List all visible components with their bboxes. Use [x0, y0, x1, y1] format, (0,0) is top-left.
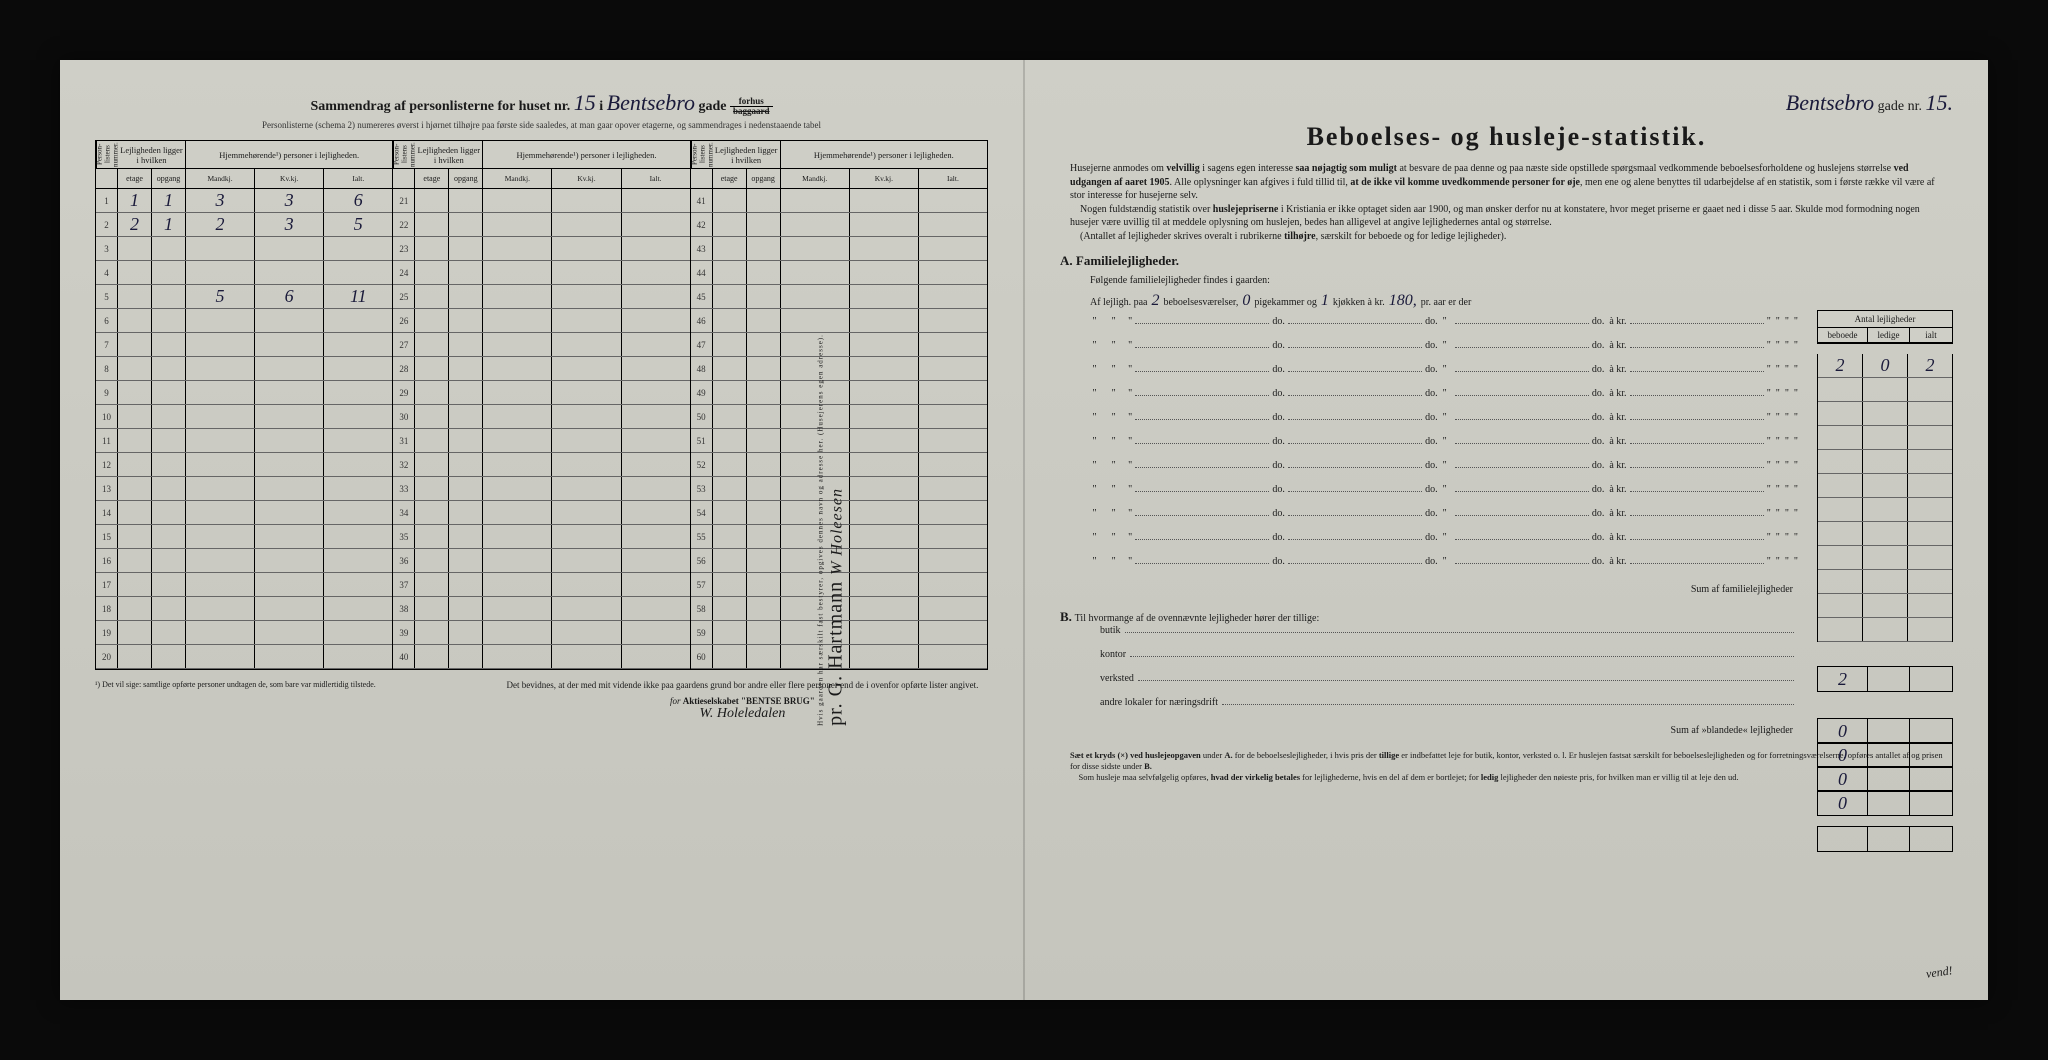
table-row: 45: [691, 285, 987, 309]
certification: Det bevidnes, at der med mit vidende ikk…: [497, 680, 988, 722]
table-row: 10: [96, 405, 392, 429]
section-b-label: B.: [1060, 609, 1072, 624]
intro-text: Husejerne anmodes om velvillig i sagens …: [1060, 162, 1953, 243]
section-a-sub: Følgende familielejligheder findes i gaa…: [1060, 275, 1953, 286]
table-row: 37: [393, 573, 689, 597]
table-row: 7: [96, 333, 392, 357]
table-row: 32: [393, 453, 689, 477]
street: Bentsebro: [607, 90, 695, 115]
table-row: 30: [393, 405, 689, 429]
table-row: 44: [691, 261, 987, 285]
table-row: 1 1 1 3 3 6: [96, 189, 392, 213]
table-row: 5 5 6 11: [96, 285, 392, 309]
table-row: 36: [393, 549, 689, 573]
table-row: 40: [393, 645, 689, 669]
vend: vend!: [1925, 963, 1953, 982]
table-row: 29: [393, 381, 689, 405]
section-a-label: A. Familielejligheder.: [1060, 253, 1953, 269]
table-row: 42: [691, 213, 987, 237]
table-row: 39: [393, 621, 689, 645]
table-row: 16: [96, 549, 392, 573]
footnote-area: ¹) Det vil sige: samtlige opførte person…: [95, 680, 988, 722]
i: i: [599, 99, 603, 114]
table-row: 26: [393, 309, 689, 333]
table-row: 31: [393, 429, 689, 453]
table-row: 21: [393, 189, 689, 213]
table-row: 14: [96, 501, 392, 525]
footnote: ¹) Det vil sige: samtlige opførte person…: [95, 680, 434, 722]
table-row: 34: [393, 501, 689, 525]
vertical-stamp: Hvis gaarden har særskilt fast bestyrer,…: [817, 334, 848, 726]
table-row: 13: [96, 477, 392, 501]
table-row: 6: [96, 309, 392, 333]
signature: W. Holeledalen: [497, 706, 988, 722]
left-subtext: Personlisterne (schema 2) numereres øver…: [95, 120, 988, 130]
table-row: 4: [96, 261, 392, 285]
summary-table: Person-listens nummer. Lejligheden ligge…: [95, 140, 988, 670]
table-row: 19: [96, 621, 392, 645]
sum-bland-box: [1817, 826, 1953, 852]
right-title: Beboelses- og husleje-statistik.: [1060, 122, 1953, 152]
table-row: 25: [393, 285, 689, 309]
count-box: Antal lejligheder beboede ledige ialt: [1817, 310, 1953, 344]
forhus-baggaard: forhus baggaard: [730, 97, 773, 116]
header-pre: Sammendrag af personlisterne for huset n…: [310, 99, 570, 114]
table-row: 12: [96, 453, 392, 477]
table-row: 41: [691, 189, 987, 213]
table-row: 17: [96, 573, 392, 597]
table-row: 24: [393, 261, 689, 285]
gade: gade: [699, 99, 727, 114]
table-row: 18: [96, 597, 392, 621]
right-top: Bentsebro gade nr. 15.: [1060, 90, 1953, 116]
totals-column: 202: [1817, 354, 1953, 642]
table-row: 15: [96, 525, 392, 549]
table-row: 38: [393, 597, 689, 621]
table-row: 23: [393, 237, 689, 261]
table-row: 11: [96, 429, 392, 453]
table-row: 8: [96, 357, 392, 381]
right-page: Bentsebro gade nr. 15. Beboelses- og hus…: [1024, 60, 1988, 1000]
house-no: 15: [574, 90, 596, 115]
table-row: 22: [393, 213, 689, 237]
table-row: 2 2 1 2 3 5: [96, 213, 392, 237]
table-row: 9: [96, 381, 392, 405]
left-page: Sammendrag af personlisterne for huset n…: [60, 60, 1024, 1000]
left-header: Sammendrag af personlisterne for huset n…: [95, 90, 988, 116]
table-row: 35: [393, 525, 689, 549]
table-row: 43: [691, 237, 987, 261]
table-row: 28: [393, 357, 689, 381]
table-row: 27: [393, 333, 689, 357]
sum-fam-box: 2: [1817, 666, 1953, 692]
document-scan: Sammendrag af personlisterne for huset n…: [60, 60, 1988, 1000]
table-row: 3: [96, 237, 392, 261]
table-row: 20: [96, 645, 392, 669]
table-row: 33: [393, 477, 689, 501]
table-row: 46: [691, 309, 987, 333]
